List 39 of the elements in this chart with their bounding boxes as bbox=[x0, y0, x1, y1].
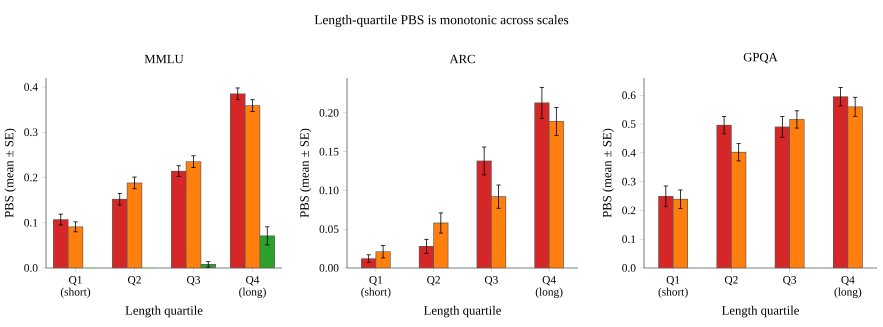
x-tick-label: Q2 bbox=[724, 276, 738, 286]
y-tick-label: 0.00 bbox=[320, 264, 339, 272]
x-tick-label: Q4 (long) bbox=[536, 276, 562, 298]
x-axis-title: Length quartile bbox=[125, 306, 202, 318]
y-tick-label: 0.0 bbox=[24, 264, 38, 272]
y-tick-label: 0.20 bbox=[320, 109, 339, 117]
y-tick-label: 0.4 bbox=[622, 149, 636, 157]
y-tick-label: 0.4 bbox=[24, 83, 38, 91]
x-tick-label: Q3 bbox=[187, 276, 200, 286]
x-tick-label: Q2 bbox=[128, 276, 141, 286]
y-tick-label: 0.3 bbox=[622, 178, 636, 186]
y-tick-label: 0.2 bbox=[622, 206, 636, 214]
chart-title: GPQA bbox=[744, 52, 778, 64]
x-tick-label: Q1 (short) bbox=[60, 276, 90, 298]
x-tick-label: Q4 (long) bbox=[239, 276, 266, 298]
y-tick-label: 0.10 bbox=[320, 186, 339, 194]
y-tick-label: 0.6 bbox=[622, 91, 636, 100]
y-tick-label: 0.1 bbox=[24, 218, 38, 227]
y-tick-label: 0.15 bbox=[320, 148, 339, 156]
x-tick-label: Q1 (short) bbox=[361, 276, 390, 298]
x-axis-title: Length quartile bbox=[424, 306, 501, 318]
text: Length-quartile PBS is monotonic across scales bbox=[314, 14, 568, 28]
x-tick-label: Q3 bbox=[484, 276, 498, 286]
y-tick-label: 0.3 bbox=[24, 128, 38, 136]
y-axis-title: PBS (mean ± SE) bbox=[4, 128, 16, 218]
chart-title: MMLU bbox=[144, 54, 184, 64]
y-axis-title: PBS (mean ± SE) bbox=[602, 128, 614, 218]
y-tick-label: 0.5 bbox=[622, 120, 636, 128]
y-tick-label: 0.2 bbox=[24, 174, 38, 182]
x-axis-title: Length quartile bbox=[722, 306, 799, 318]
y-tick-label: 0.0 bbox=[622, 264, 636, 272]
y-tick-label: 0.1 bbox=[622, 235, 636, 244]
chart-title: ARC bbox=[450, 54, 475, 64]
x-tick-label: Q1 (short) bbox=[658, 276, 688, 298]
x-tick-label: Q3 bbox=[783, 276, 796, 286]
x-tick-label: Q2 bbox=[427, 276, 440, 286]
y-tick-label: 0.05 bbox=[320, 225, 339, 234]
y-axis-title: PBS (mean ± SE) bbox=[300, 128, 312, 218]
x-tick-label: Q4 (long) bbox=[834, 276, 862, 298]
